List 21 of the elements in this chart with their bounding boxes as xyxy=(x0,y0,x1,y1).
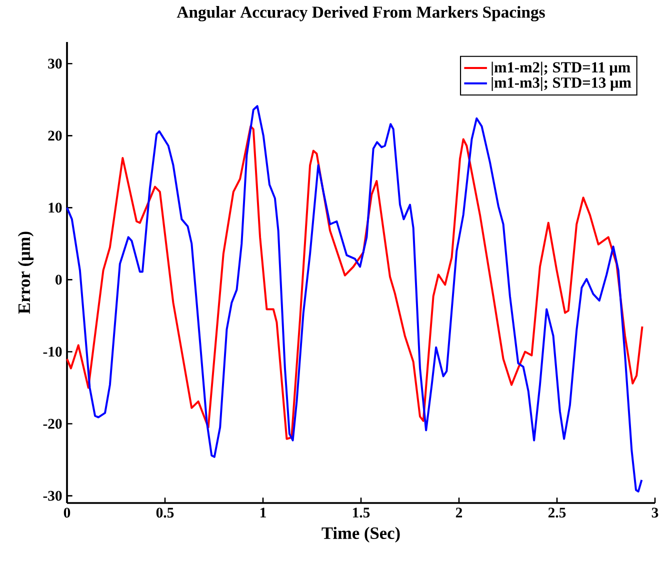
y-tick-label: -30 xyxy=(43,490,62,501)
x-tick-label: 0 xyxy=(64,508,70,518)
chart-title: Angular Accuracy Derived From Markers Spacings xyxy=(176,6,545,22)
x-tick-label: 1 xyxy=(260,508,266,518)
y-tick-label: -20 xyxy=(43,418,62,429)
y-tick-label: 30 xyxy=(48,58,62,69)
y-tick-label: 0 xyxy=(56,274,62,285)
legend-label: |m1-m2|; STD=11 μm xyxy=(492,62,630,76)
line-series xyxy=(66,125,644,440)
x-tick-label: 2.5 xyxy=(548,508,566,518)
x-tick-label: 3 xyxy=(652,508,658,518)
x-tick-label: 2 xyxy=(456,508,462,518)
legend-label: |m1-m3|; STD=13 μm xyxy=(492,77,632,91)
y-tick-label: -10 xyxy=(43,346,62,357)
y-tick-label: 20 xyxy=(48,130,62,141)
y-tick-label: 10 xyxy=(48,202,62,213)
x-axis-title: Time (Sec) xyxy=(322,526,400,543)
x-tick-label: 0.5 xyxy=(156,508,174,518)
y-axis-title: Error (μm) xyxy=(18,232,34,314)
line-series xyxy=(66,105,643,492)
x-tick-label: 1.5 xyxy=(353,508,370,518)
